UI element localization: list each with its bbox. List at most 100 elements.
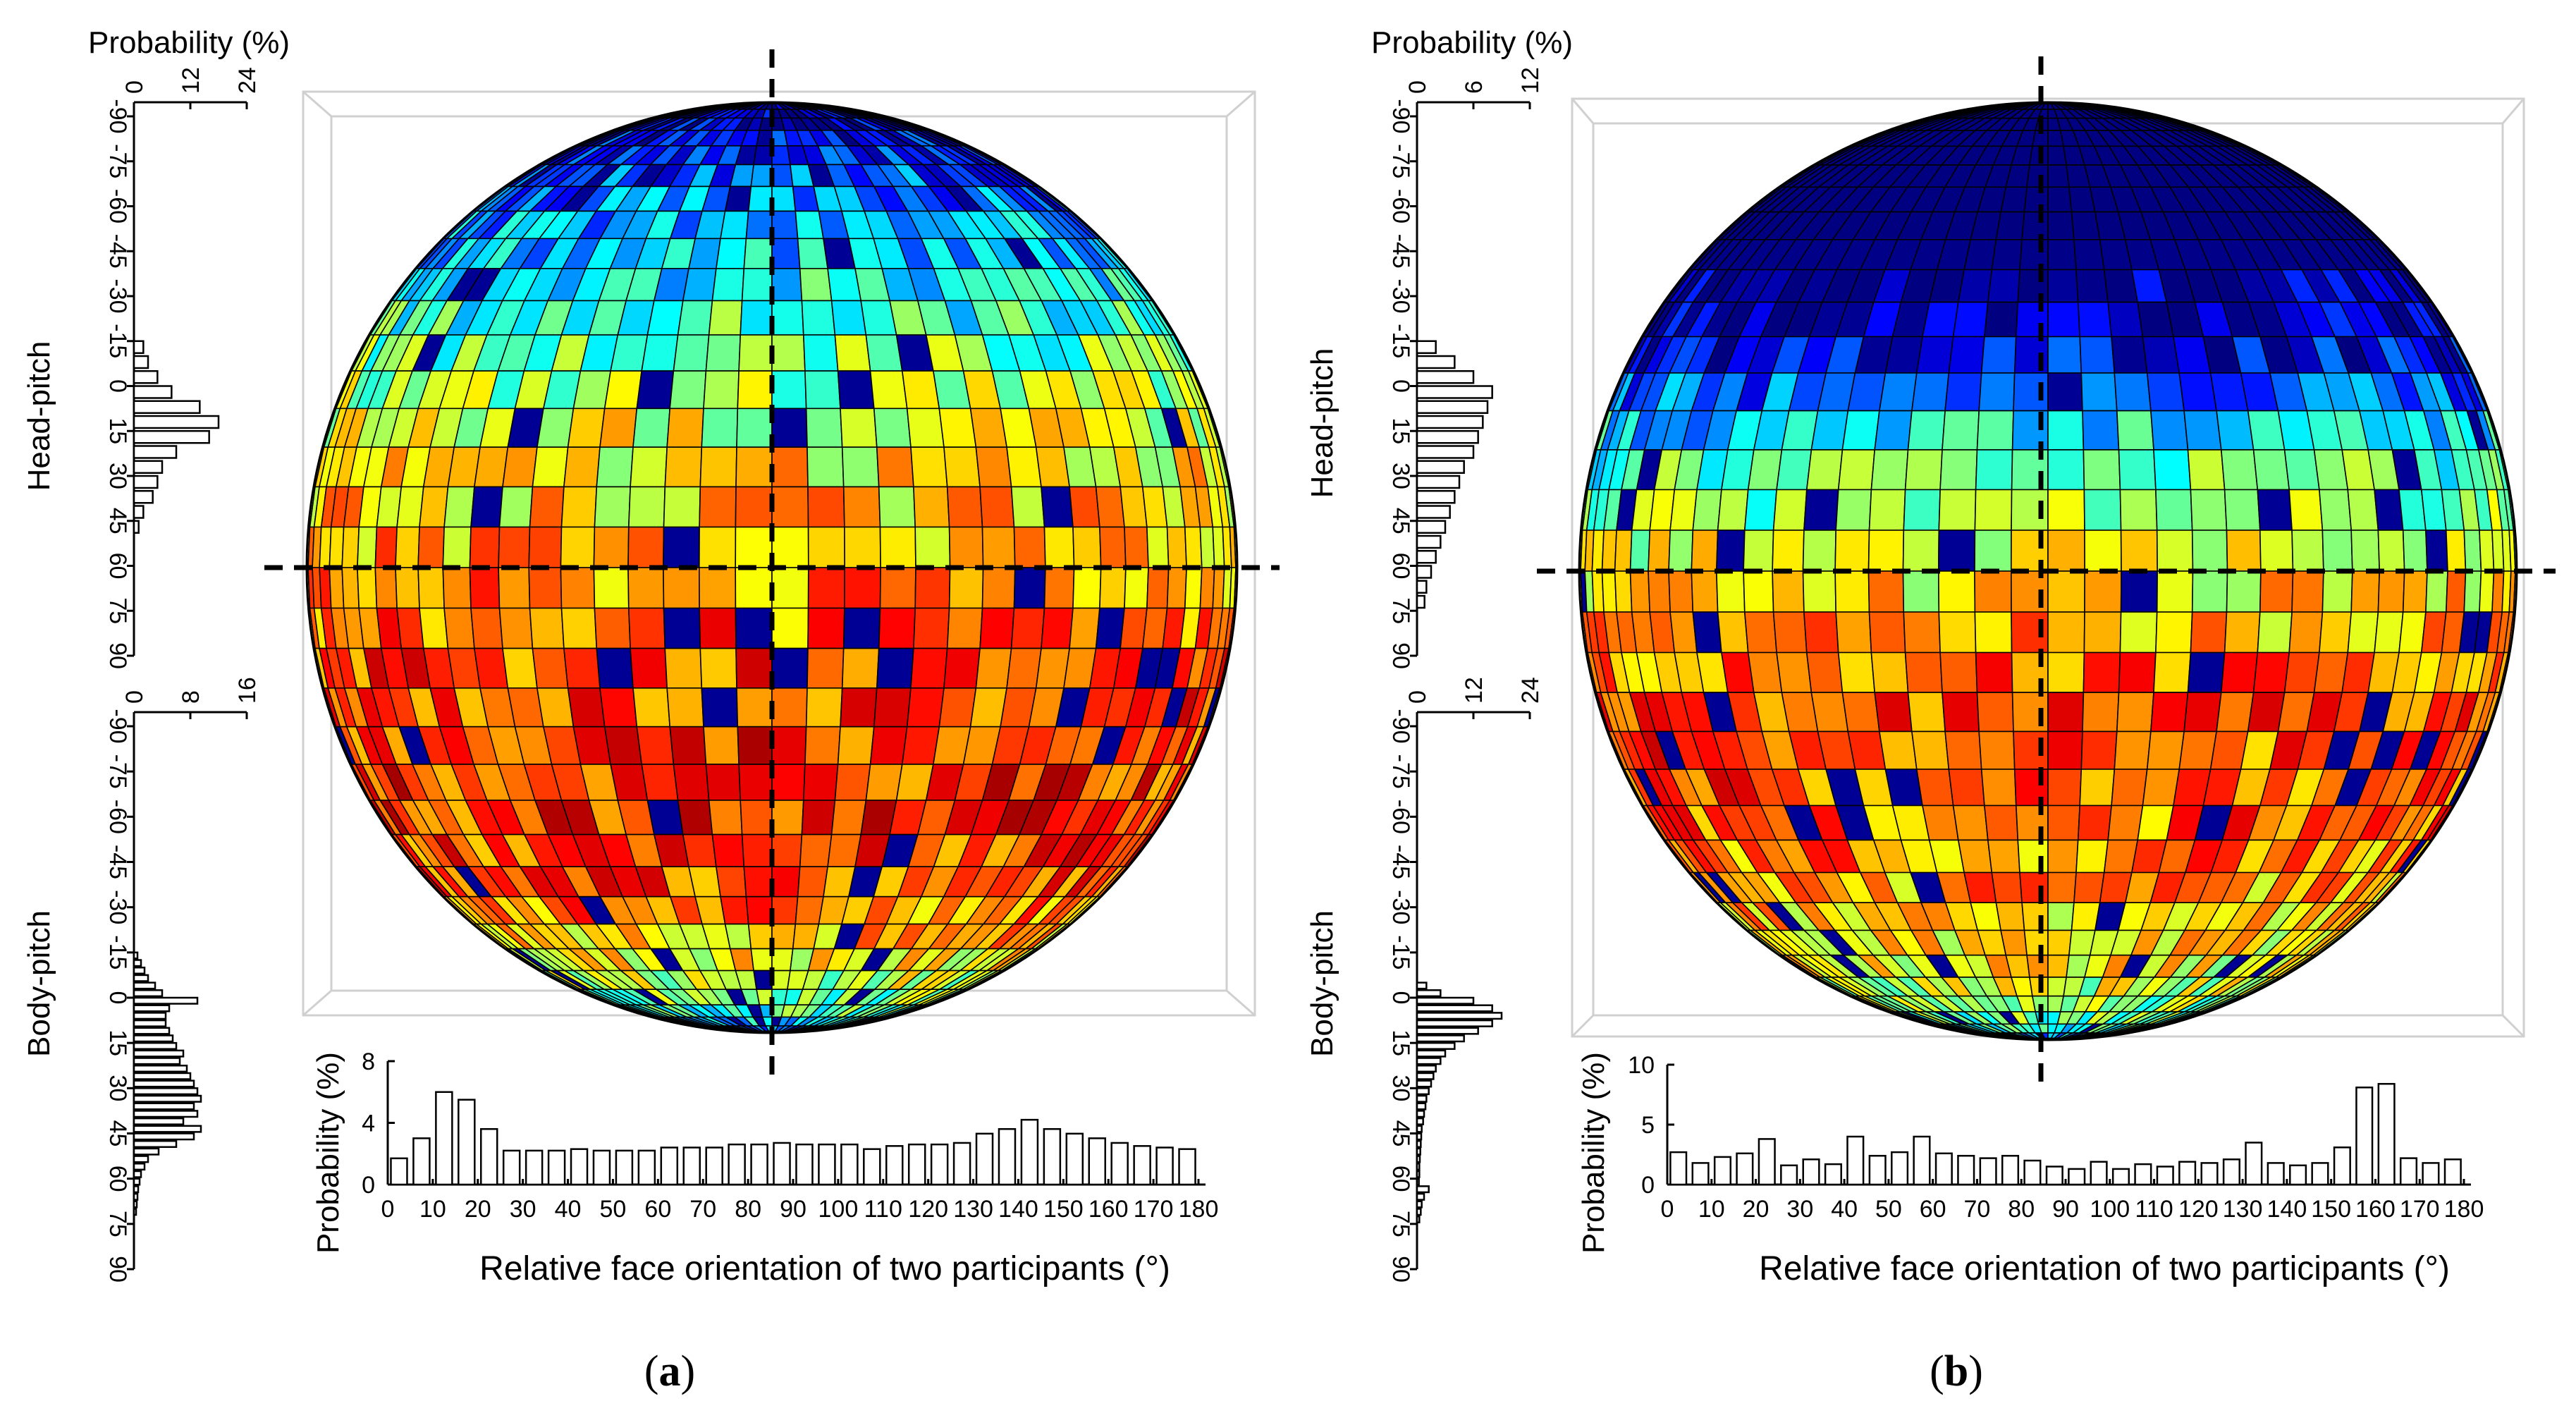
- bars-b-x-tick-label: 40: [1831, 1196, 1858, 1223]
- sphere-b-cell: [1976, 410, 2014, 451]
- sphere-b-cell: [2156, 570, 2194, 613]
- sphere-a-cell: [735, 567, 773, 609]
- sphere-b-cell: [2047, 730, 2083, 770]
- bars-b-bar: [1758, 1138, 1776, 1186]
- sphere-a-cell: [563, 647, 601, 689]
- bars-b-bar: [2355, 1087, 2374, 1186]
- panel-b-sphere-heatmap: [1578, 101, 2518, 1041]
- sphere-b-cell: [1692, 611, 1722, 654]
- bars-a-bar: [682, 1146, 701, 1186]
- body-b-pitch-tick-label: 15: [1387, 1029, 1414, 1056]
- sphere-b-cell: [1803, 489, 1839, 531]
- body-b-bar: [1416, 1117, 1424, 1125]
- sphere-b-cell: [1976, 692, 2014, 733]
- body-b-bar: [1416, 1200, 1423, 1209]
- bars-a-x-tick-label: 110: [864, 1196, 902, 1223]
- sphere-b-cell: [2288, 489, 2324, 531]
- sphere-b-cell: [1810, 692, 1849, 733]
- sphere-b-cell: [1747, 652, 1783, 693]
- body-b-bar: [1416, 1079, 1433, 1088]
- sphere-b-cell: [2257, 611, 2293, 654]
- sphere-a-cell: [536, 687, 575, 728]
- sphere-b-cell: [1884, 769, 1923, 807]
- sphere-a-cell: [677, 800, 713, 836]
- sphere-b-cell: [1902, 570, 1940, 613]
- sphere-a-cell: [948, 526, 984, 568]
- sphere-b-cell: [2047, 211, 2075, 240]
- panel-b-head-pitch-histogram: 0 6 12 -90 -75 -60 -45 -30 -15 0 15 30 45 60 75 90: [1387, 67, 1544, 669]
- bars-b-x-tick-label: 90: [2052, 1196, 2079, 1223]
- head-b-bar: [1416, 385, 1493, 399]
- sphere-b-cell: [2083, 652, 2121, 693]
- sphere-a-cell: [1095, 607, 1125, 649]
- sphere-b-cell: [2119, 611, 2158, 654]
- bars-b-bar: [1891, 1151, 1909, 1186]
- sphere-b-cell: [1937, 530, 1976, 572]
- sphere-a-cell: [747, 185, 773, 212]
- head-a-prob-tick-label: 24: [234, 67, 261, 94]
- body-b-bar: [1416, 1178, 1420, 1186]
- sphere-b-cell: [2047, 449, 2085, 491]
- sphere-a-cell: [1146, 567, 1170, 609]
- panel-a-body-pitch-label: Body-pitch: [22, 910, 56, 1057]
- sphere-a-cell: [914, 526, 951, 568]
- head-b-bar: [1416, 594, 1425, 609]
- sphere-b-cell: [2146, 372, 2185, 412]
- bars-b-bar: [2200, 1162, 2219, 1186]
- sphere-a-cell: [664, 446, 703, 488]
- bars-a-bar: [975, 1132, 994, 1186]
- bars-a-x-tick-label: 80: [735, 1196, 761, 1223]
- sphere-a-cell: [701, 687, 739, 728]
- bars-b-bar: [1846, 1135, 1865, 1186]
- sphere-b-cell: [2374, 611, 2404, 654]
- bars-a-x-tick-label: 60: [644, 1196, 671, 1223]
- sphere-b-cell: [2425, 530, 2448, 572]
- head-b-bar: [1416, 355, 1456, 369]
- sphere-b-cell: [1776, 652, 1813, 693]
- sphere-a-cell: [979, 607, 1015, 649]
- sphere-a-cell: [736, 408, 773, 448]
- sphere-b-cell: [2079, 336, 2116, 374]
- sphere-b-cell: [2220, 449, 2259, 491]
- sphere-a-cell: [797, 866, 829, 898]
- body-a-bar: [133, 951, 139, 960]
- sphere-b-cell: [2463, 530, 2482, 572]
- bars-a-bar: [1020, 1118, 1039, 1186]
- sphere-a-cell: [374, 567, 398, 609]
- bars-b-bar: [1868, 1154, 1887, 1186]
- head-a-prob-tick-label: 0: [121, 80, 148, 94]
- sphere-b-cell: [1668, 530, 1694, 572]
- body-b-bar: [1416, 989, 1442, 998]
- head-b-pitch-tick-label: 45: [1387, 508, 1414, 534]
- sphere-b-cell: [1995, 211, 2025, 240]
- sphere-a-cell: [395, 567, 420, 609]
- bars-b-bar: [1669, 1151, 1688, 1186]
- sphere-a-cell: [802, 764, 839, 801]
- sphere-a-cell: [469, 526, 501, 568]
- bars-b-bar: [2311, 1162, 2329, 1186]
- head-a-pitch-tick-label: 75: [104, 597, 131, 624]
- sphere-a-cell: [879, 567, 916, 609]
- body-a-bar: [133, 981, 157, 990]
- sphere-a-cell: [914, 567, 951, 609]
- bars-b-x-tick-label: 30: [1786, 1196, 1813, 1223]
- sphere-b-cell: [1984, 805, 2019, 841]
- sphere-a-cell: [627, 486, 666, 528]
- body-b-bar: [1416, 1012, 1503, 1020]
- head-a-pitch-tick-label: 15: [104, 417, 131, 444]
- body-a-bar: [133, 1192, 139, 1201]
- sphere-b-cell: [2319, 611, 2353, 654]
- sphere-a-cell: [1095, 486, 1125, 528]
- sphere-b-cell: [2216, 410, 2255, 451]
- sphere-b-cell: [1937, 570, 1976, 613]
- bars-a-x-tick-label: 10: [419, 1196, 446, 1223]
- body-b-bar: [1416, 1065, 1437, 1073]
- bars-a-bar: [412, 1137, 431, 1186]
- sphere-b-cell: [2047, 954, 2070, 978]
- panel-b-bar-ylabel: Probability (%): [1576, 1052, 1611, 1254]
- sphere-b-cell: [1810, 410, 1849, 451]
- sphere-a-cell: [906, 687, 945, 728]
- body-a-bar: [133, 959, 142, 967]
- sphere-b-cell: [2075, 269, 2109, 303]
- sphere-a-cell: [673, 764, 710, 801]
